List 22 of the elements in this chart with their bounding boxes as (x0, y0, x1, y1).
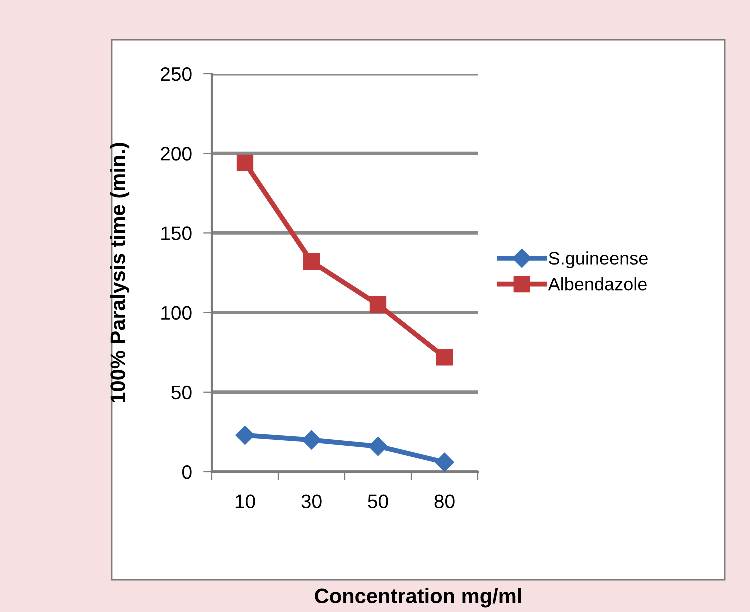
point (302, 430, 322, 450)
point (368, 436, 388, 456)
legend-label: Albendazole (548, 278, 647, 291)
point (435, 452, 454, 472)
point (236, 154, 254, 172)
x-tick-label: 10 (236, 494, 256, 509)
y-tick-label: 100 (162, 306, 192, 320)
y-tick-label: 200 (161, 147, 192, 161)
point (436, 349, 454, 366)
y-axis-title: 100% Paralysis time (min.) (110, 143, 130, 403)
y-tick-label: 250 (161, 67, 192, 82)
y-tick-label: 150 (162, 226, 192, 240)
y-tick-label: 0 (182, 465, 192, 480)
x-tick-label: 30 (302, 494, 322, 509)
y-tick-label: 50 (172, 386, 192, 400)
x-tick-label: 50 (368, 494, 388, 509)
point (303, 254, 320, 270)
point (370, 296, 387, 314)
legend-label: S.guineense (549, 252, 648, 268)
x-tick-label: 80 (434, 494, 455, 509)
point (236, 426, 255, 445)
x-axis-title: Concentration mg/ml (315, 588, 522, 608)
